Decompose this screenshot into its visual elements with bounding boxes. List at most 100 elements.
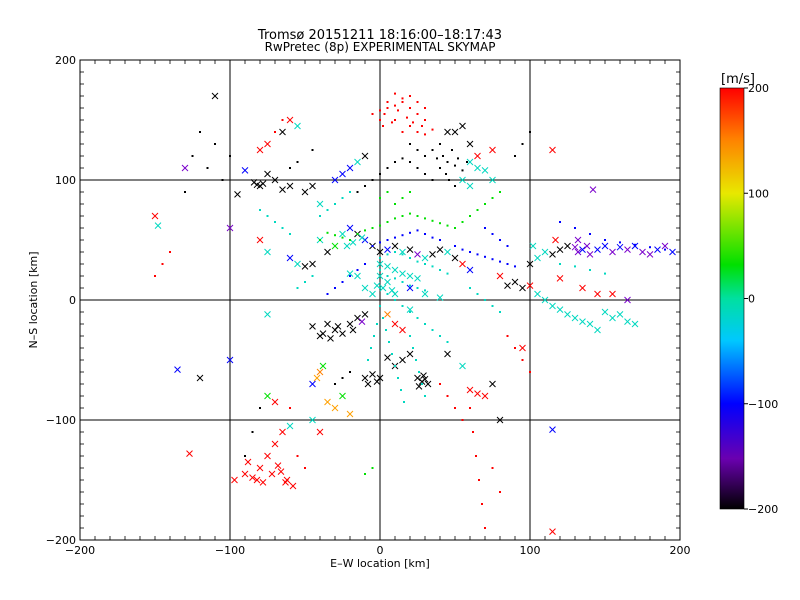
dot-marker-point bbox=[424, 173, 426, 175]
dot-marker-point bbox=[379, 197, 381, 199]
x-marker-point bbox=[519, 344, 526, 352]
x-marker-point bbox=[301, 188, 309, 196]
dot-marker-point bbox=[394, 104, 396, 107]
x-marker-point bbox=[256, 146, 264, 154]
x-marker-point bbox=[421, 290, 429, 298]
dot-marker-point bbox=[436, 157, 438, 160]
x-marker-point bbox=[529, 242, 537, 250]
dot-marker-point bbox=[484, 255, 486, 258]
dot-marker-point bbox=[326, 209, 329, 211]
x-marker-point bbox=[589, 186, 597, 193]
dot-marker-point bbox=[341, 197, 344, 199]
x-marker-point bbox=[489, 380, 496, 388]
x-marker-point bbox=[609, 290, 616, 298]
x-marker-point bbox=[231, 476, 238, 484]
dot-marker-point bbox=[409, 257, 411, 259]
dot-marker-point bbox=[376, 323, 378, 325]
dot-marker-point bbox=[416, 317, 419, 319]
dot-marker-point bbox=[424, 155, 426, 157]
x-marker-point bbox=[406, 284, 414, 292]
dot-marker-point bbox=[454, 227, 456, 229]
dot-marker-point bbox=[370, 347, 372, 349]
dot-marker-point bbox=[409, 143, 411, 145]
y-tick-label-0: −200 bbox=[46, 534, 76, 547]
dot-marker-point bbox=[221, 179, 224, 181]
dot-marker-point bbox=[394, 365, 396, 367]
x-marker-point bbox=[354, 272, 361, 280]
dot-marker-point bbox=[379, 269, 381, 271]
dot-marker-point bbox=[491, 305, 494, 307]
dot-marker-point bbox=[574, 227, 576, 229]
dot-marker-point bbox=[304, 281, 306, 283]
x-marker-point bbox=[196, 374, 204, 382]
dot-marker-point bbox=[409, 95, 411, 97]
dot-marker-point bbox=[296, 455, 299, 457]
dot-marker-point bbox=[514, 347, 516, 349]
dot-marker-point bbox=[664, 248, 666, 251]
x-marker-point bbox=[264, 452, 271, 460]
dot-marker-point bbox=[442, 155, 444, 157]
dot-marker-point bbox=[454, 245, 456, 247]
dot-marker-point bbox=[416, 101, 419, 103]
dot-marker-point bbox=[289, 167, 291, 169]
x-marker-point bbox=[399, 270, 406, 277]
dot-marker-point bbox=[334, 234, 336, 237]
dot-marker-point bbox=[259, 209, 261, 211]
dot-marker-point bbox=[154, 275, 156, 277]
colorbar-label: [m/s] bbox=[721, 72, 755, 87]
x-marker-point bbox=[361, 374, 369, 382]
x-marker-point bbox=[264, 392, 271, 400]
x-marker-point bbox=[286, 254, 294, 262]
dot-marker-point bbox=[521, 359, 524, 361]
dot-marker-point bbox=[334, 203, 336, 205]
x-marker-point bbox=[388, 287, 396, 294]
x-marker-point bbox=[241, 167, 249, 174]
x-marker-point bbox=[414, 251, 421, 258]
x-marker-point bbox=[474, 390, 481, 397]
x-marker-point bbox=[226, 224, 234, 232]
dot-marker-point bbox=[266, 215, 269, 217]
x-marker-point bbox=[436, 294, 444, 301]
dot-marker-point bbox=[431, 219, 434, 222]
x-marker-point bbox=[343, 242, 351, 250]
dot-marker-point bbox=[274, 221, 276, 223]
dot-marker-point bbox=[424, 395, 426, 397]
x-marker-point bbox=[414, 374, 421, 382]
x-marker-point bbox=[346, 164, 354, 172]
x-marker-point bbox=[399, 248, 406, 256]
dot-marker-point bbox=[634, 243, 636, 246]
dot-marker-point bbox=[412, 347, 414, 349]
x-marker-point bbox=[354, 158, 361, 166]
dot-marker-point bbox=[319, 215, 321, 217]
x-marker-point bbox=[181, 164, 189, 172]
x-marker-point bbox=[327, 335, 334, 342]
x-marker-point bbox=[601, 308, 609, 316]
x-tick-label-2: 0 bbox=[377, 544, 384, 557]
dot-marker-point bbox=[394, 203, 396, 205]
x-tick-label-4: 200 bbox=[670, 544, 691, 557]
x-marker-point bbox=[466, 140, 474, 148]
x-marker-point bbox=[549, 528, 556, 535]
x-marker-point bbox=[259, 479, 267, 486]
dot-marker-point bbox=[484, 227, 486, 229]
x-tick-label-0: −200 bbox=[65, 544, 95, 557]
dot-marker-point bbox=[371, 113, 374, 115]
x-marker-point bbox=[519, 284, 526, 292]
x-marker-point bbox=[384, 311, 391, 318]
dot-marker-point bbox=[289, 407, 291, 409]
dot-marker-point bbox=[386, 191, 389, 193]
x-marker-point bbox=[574, 248, 582, 256]
x-marker-point bbox=[654, 246, 661, 253]
dot-marker-point bbox=[424, 323, 426, 325]
x-marker-point bbox=[354, 314, 361, 322]
dot-marker-point bbox=[484, 527, 486, 529]
x-marker-point bbox=[264, 311, 271, 318]
dot-marker-point bbox=[421, 125, 423, 127]
dot-marker-point bbox=[386, 101, 389, 103]
dot-marker-point bbox=[476, 209, 479, 211]
dot-marker-point bbox=[469, 251, 471, 253]
dot-marker-point bbox=[191, 155, 194, 157]
dot-marker-point bbox=[356, 233, 359, 235]
dot-marker-point bbox=[421, 383, 423, 385]
